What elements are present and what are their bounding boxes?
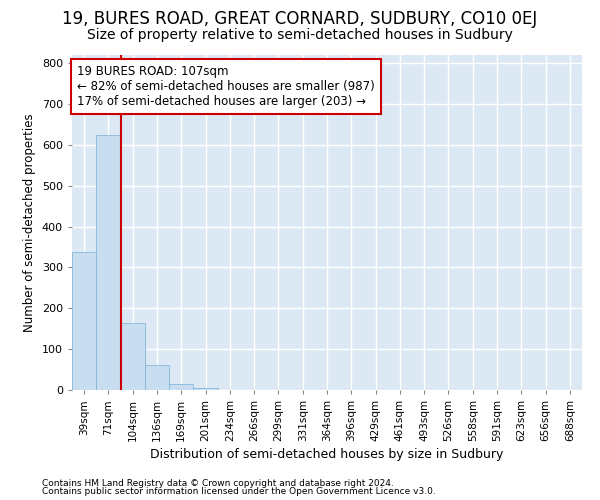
Y-axis label: Number of semi-detached properties: Number of semi-detached properties: [23, 113, 36, 332]
X-axis label: Distribution of semi-detached houses by size in Sudbury: Distribution of semi-detached houses by …: [151, 448, 503, 461]
Text: 19, BURES ROAD, GREAT CORNARD, SUDBURY, CO10 0EJ: 19, BURES ROAD, GREAT CORNARD, SUDBURY, …: [62, 10, 538, 28]
Text: Contains public sector information licensed under the Open Government Licence v3: Contains public sector information licen…: [42, 487, 436, 496]
Bar: [96, 134, 121, 390]
Bar: [72, 252, 96, 390]
Text: Size of property relative to semi-detached houses in Sudbury: Size of property relative to semi-detach…: [87, 28, 513, 42]
Bar: [193, 388, 218, 390]
Text: 19 BURES ROAD: 107sqm
← 82% of semi-detached houses are smaller (987)
17% of sem: 19 BURES ROAD: 107sqm ← 82% of semi-deta…: [77, 65, 375, 108]
Text: Contains HM Land Registry data © Crown copyright and database right 2024.: Contains HM Land Registry data © Crown c…: [42, 478, 394, 488]
Bar: [121, 324, 145, 390]
Bar: [145, 366, 169, 390]
Bar: [169, 384, 193, 390]
